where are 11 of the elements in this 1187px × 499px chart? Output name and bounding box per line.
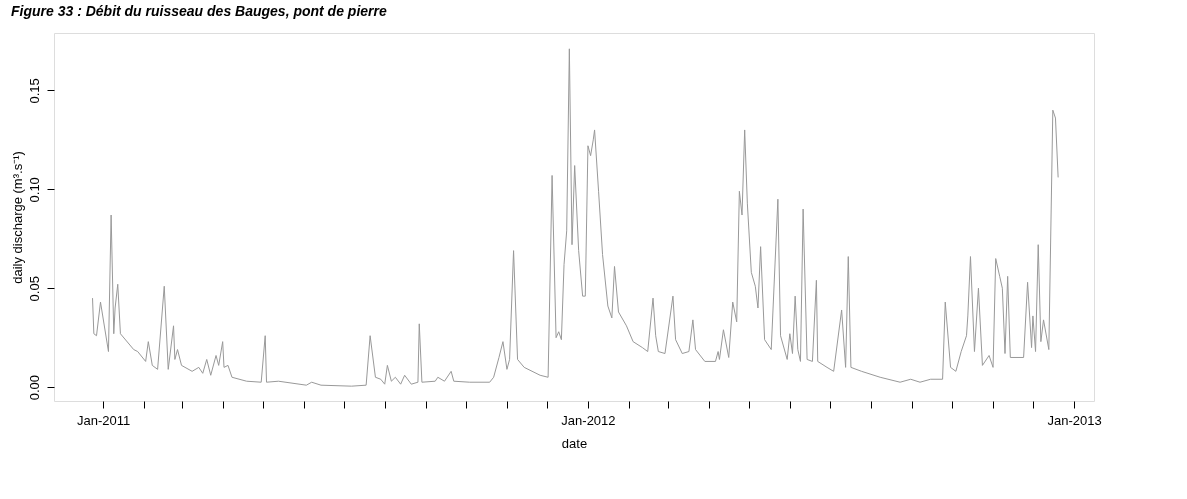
x-tick-label: Jan-2012 — [561, 412, 616, 428]
x-tick-label: Jan-2013 — [1047, 412, 1102, 428]
x-tick-label: Jan-2011 — [77, 412, 131, 428]
y-tick-label: 0.15 — [26, 78, 42, 104]
line-series — [92, 48, 1059, 387]
y-tick-label: 0.00 — [26, 374, 42, 401]
x-axis-title: date — [561, 435, 588, 451]
y-tick-label: 0.10 — [26, 177, 42, 203]
y-axis-title: daily discharge (m³.s⁻¹) — [9, 151, 25, 284]
y-tick-label: 0.05 — [26, 276, 42, 302]
chart-title: Figure 33 : Débit du ruisseau des Bauges, pont de pierre — [11, 3, 387, 19]
